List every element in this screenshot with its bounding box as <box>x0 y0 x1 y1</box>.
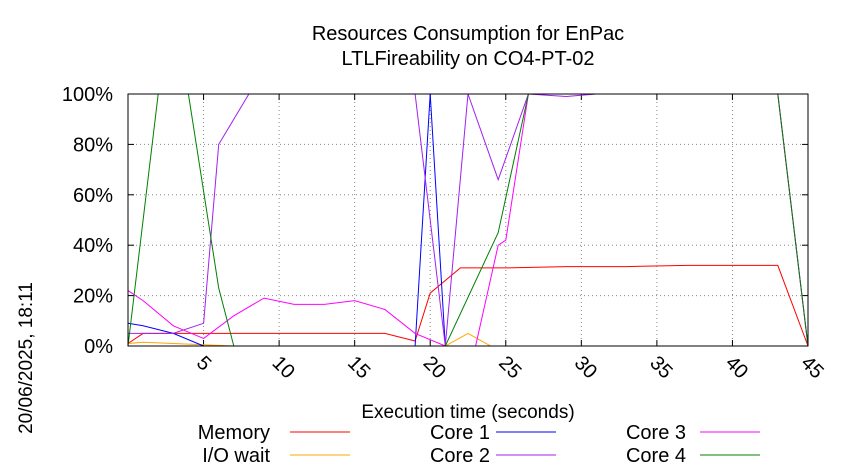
legend-label: Core 3 <box>626 422 686 444</box>
x-tick-label: 35 <box>645 352 676 383</box>
x-tick-label: 5 <box>192 352 215 375</box>
series-line-core-1 <box>127 93 808 347</box>
x-tick-label: 25 <box>494 352 525 383</box>
x-tick-label: 40 <box>721 352 752 383</box>
y-tick-label: 0% <box>84 336 113 358</box>
timestamp: 20/06/2025, 18:11 <box>16 282 37 434</box>
y-tick-label: 40% <box>73 235 113 257</box>
plot-frame <box>127 93 809 347</box>
legend-label: Memory <box>198 422 270 444</box>
y-tick-label: 80% <box>73 134 113 156</box>
legend-label: Core 2 <box>430 445 490 467</box>
x-axis-label: Execution time (seconds) <box>361 402 574 423</box>
chart-subtitle: LTLFireability on CO4-PT-02 <box>341 48 594 70</box>
series-line-core-3 <box>127 93 809 347</box>
grid <box>128 93 809 347</box>
x-tick-label: 30 <box>570 352 601 383</box>
x-tick-label: 45 <box>796 352 827 383</box>
legend-label: Core 1 <box>430 422 490 444</box>
series-line-core-4 <box>127 93 809 347</box>
series-line-memory <box>127 264 809 347</box>
y-tick-label: 20% <box>73 286 113 308</box>
series-line-i-o-wait <box>127 332 808 347</box>
chart-title: Resources Consumption for EnPac <box>312 23 624 45</box>
series-line-core-2 <box>128 93 809 347</box>
legend-label: I/O wait <box>202 445 270 467</box>
x-tick-label: 20 <box>419 352 450 383</box>
x-tick-label: 15 <box>343 352 374 383</box>
y-axis-ticks: 0% 20% 40% 60% 80% 100% <box>62 84 808 358</box>
legend-label: Core 4 <box>626 445 686 467</box>
x-tick-label: 10 <box>268 352 299 383</box>
y-tick-label: 60% <box>73 185 113 207</box>
series-lines <box>127 93 809 347</box>
y-tick-label: 100% <box>62 84 113 106</box>
